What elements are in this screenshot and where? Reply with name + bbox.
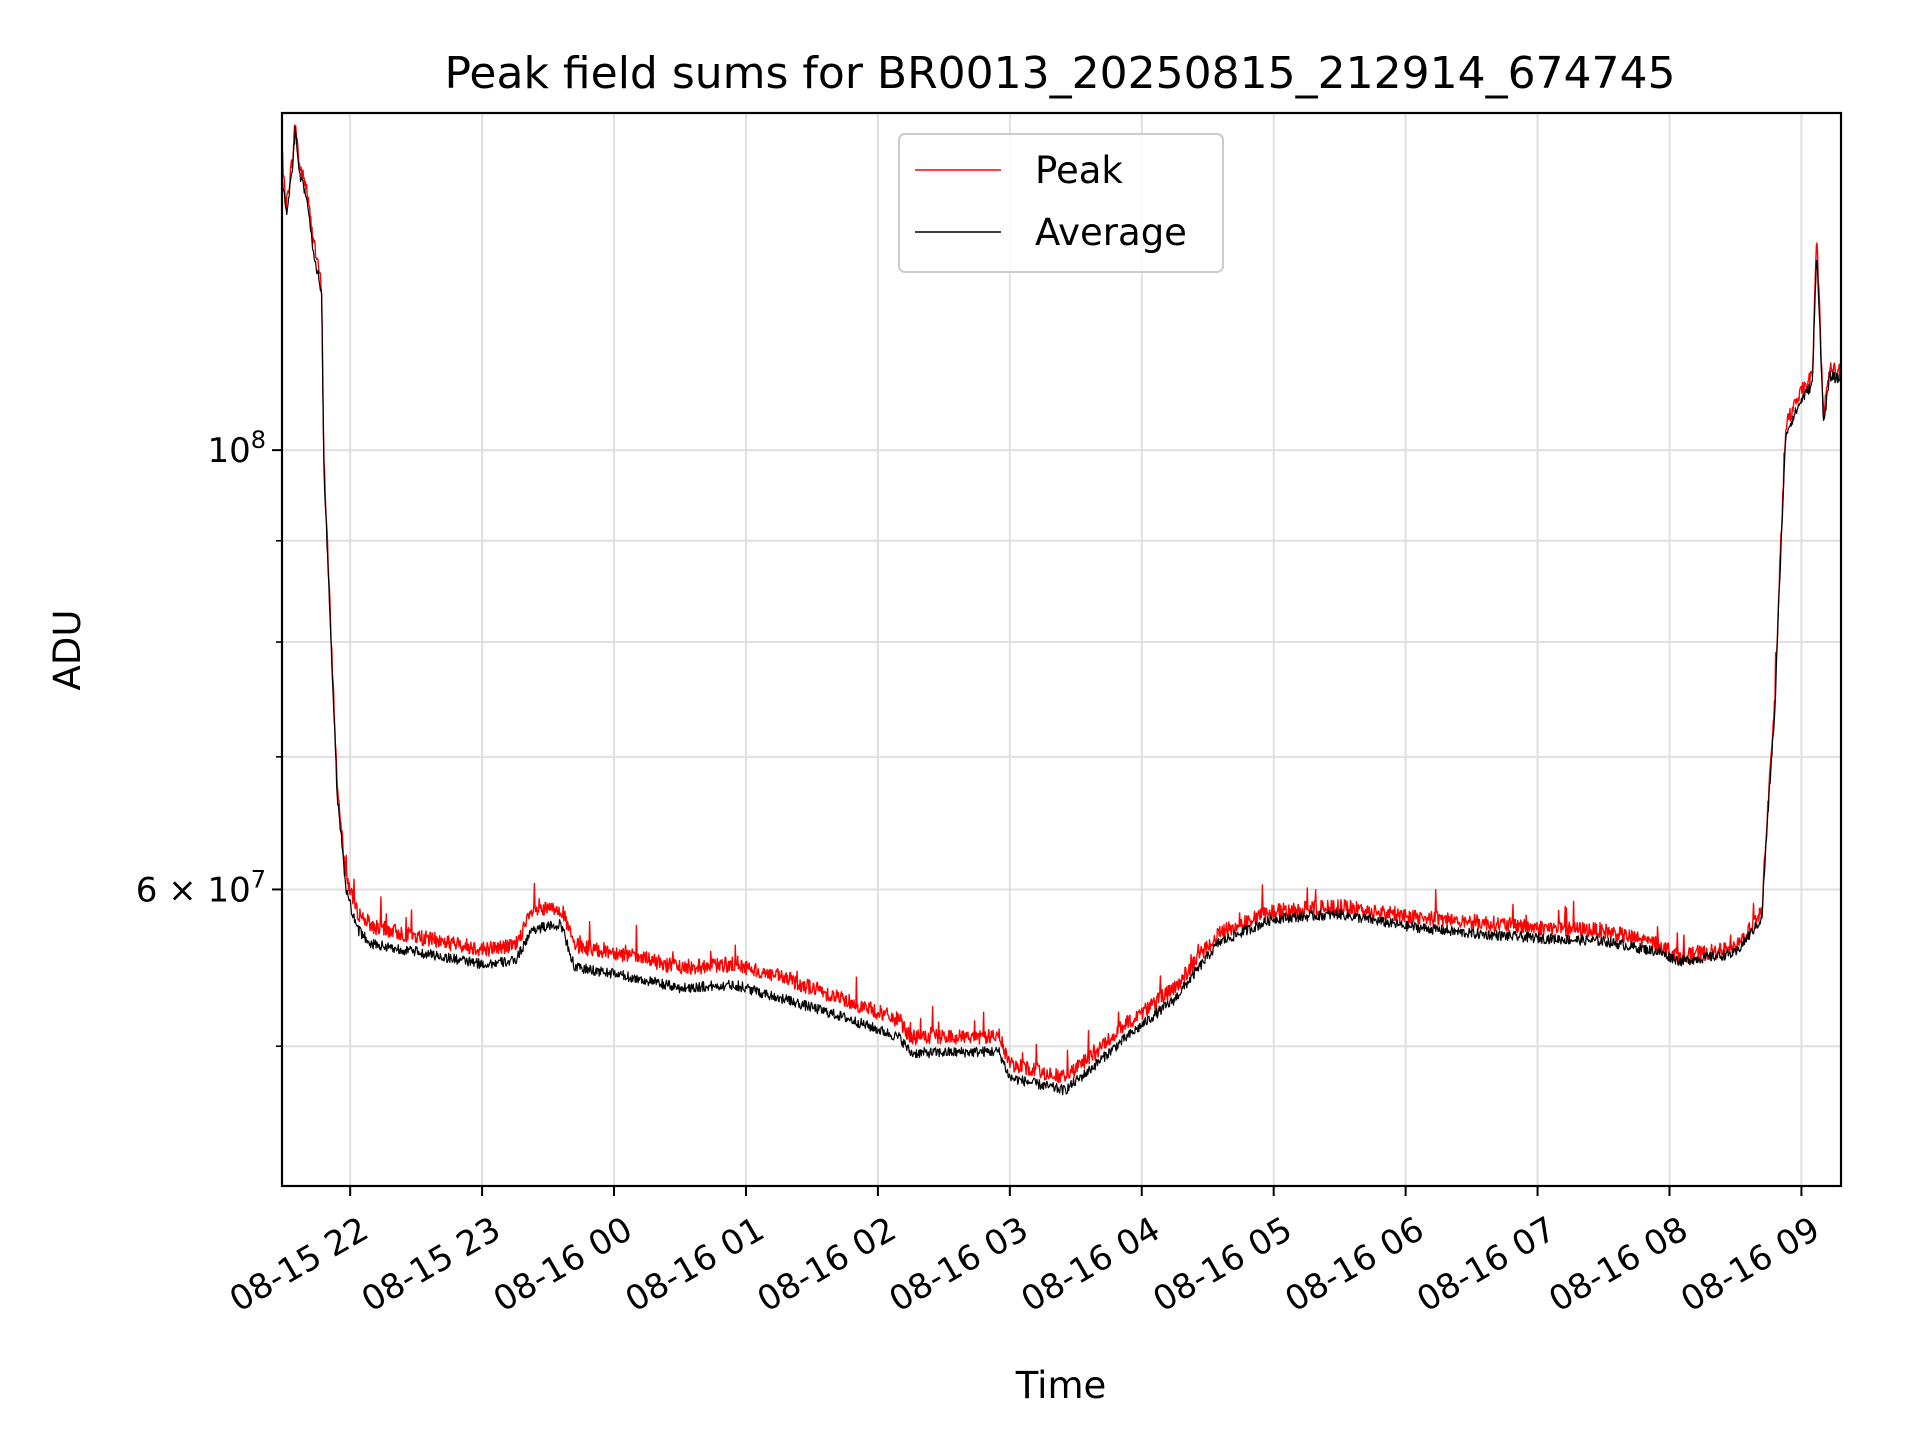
legend-box [898, 133, 1224, 273]
grid [282, 113, 1841, 1186]
chart-title: Peak field sums for BR0013_20250815_2129… [444, 48, 1675, 99]
y-tick-exponent: 7 [251, 865, 266, 893]
y-axis-label: ADU [46, 610, 89, 691]
legend: Peak Average [898, 133, 1224, 273]
y-tick-exponent: 8 [251, 426, 266, 454]
series-line-average [281, 125, 1842, 1096]
legend-label-average: Average [1035, 211, 1187, 254]
plot-frame [280, 111, 1843, 1188]
y-tick-label: 6 × 107 [136, 865, 266, 910]
series-layer [281, 124, 1842, 1096]
legend-label-peak: Peak [1035, 149, 1123, 192]
x-axis-label: Time [1015, 1364, 1107, 1407]
